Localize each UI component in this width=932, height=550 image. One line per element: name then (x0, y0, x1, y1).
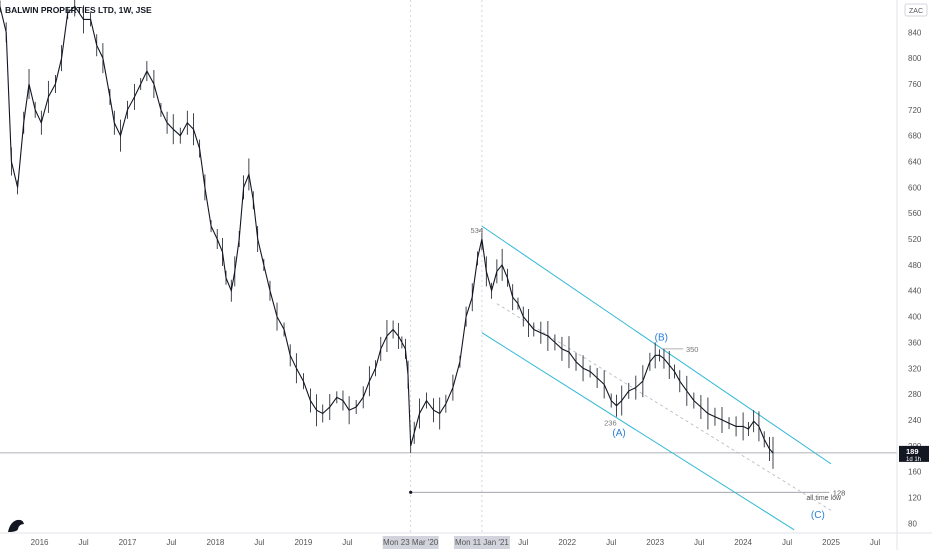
price-tick-label: 160 (908, 468, 922, 477)
last-price-value: 189 (906, 447, 919, 456)
time-tick-label: Jul (870, 538, 880, 547)
tradingview-logo[interactable] (8, 519, 24, 532)
time-tick-label: Jul (78, 538, 88, 547)
time-tick-label: Jul (606, 538, 616, 547)
price-tick-label: 680 (908, 132, 922, 141)
price-tick-label: 480 (908, 261, 922, 270)
price-tick-label: 800 (908, 54, 922, 63)
price-tick-label: 120 (908, 493, 922, 502)
currency-label: ZAC (909, 8, 923, 15)
wave-label: (C) (811, 510, 825, 521)
price-tick-label: 320 (908, 364, 922, 373)
price-annotation: 350 (686, 345, 699, 354)
price-tick-label: 520 (908, 235, 922, 244)
annotation-note: all time low (806, 495, 842, 502)
time-axis[interactable]: 2016 Jul 2017 Jul 2018 Jul 2019 Jul Mon 23 Mar '… (0, 532, 932, 549)
price-tick-label: 280 (908, 390, 922, 399)
time-tick-label: Jul (254, 538, 264, 547)
price-tick-label: 560 (908, 209, 922, 218)
time-tick-label: Jul (782, 538, 792, 547)
tradingview-logo-icon (8, 519, 24, 532)
time-tick-label: 2023 (646, 538, 664, 547)
currency-badge[interactable] (904, 3, 928, 17)
bar-countdown: 1d 1h (906, 457, 921, 463)
time-tick-label: 2017 (119, 538, 137, 547)
annotations: 534 (B) 350 236(A) all time low (C) (470, 226, 842, 521)
vertical-gridlines (410, 0, 483, 533)
price-tick-label: 600 (908, 183, 922, 192)
trend-channel (481, 225, 832, 531)
price-series (0, 0, 774, 469)
price-tick-label: 240 (908, 416, 922, 425)
price-tick-label: 760 (908, 80, 922, 89)
price-tick-label: 440 (908, 287, 922, 296)
all-time-low-value: 128 (833, 488, 846, 497)
last-price-badge (899, 445, 929, 462)
time-tick-label: Mon 11 Jan '21 (455, 538, 509, 547)
price-line (0, 5, 774, 454)
time-tick-highlight (382, 536, 439, 549)
time-tick-highlight (453, 536, 510, 549)
wave-label: (B) (655, 332, 668, 343)
all-time-low-marker (409, 490, 413, 494)
price-tick-label: 360 (908, 338, 922, 347)
time-tick-label: 2024 (734, 538, 752, 547)
time-tick-label: Mon 23 Mar '20 (383, 538, 439, 547)
time-tick-label: 2022 (558, 538, 576, 547)
time-tick-label: Jul (518, 538, 528, 547)
time-tick-label: 2025 (822, 538, 840, 547)
time-tick-label: Jul (166, 538, 176, 547)
price-tick-label: 80 (908, 519, 917, 528)
time-tick-label: Jul (342, 538, 352, 547)
time-tick-label: Jul (694, 538, 704, 547)
chart-title: BALWIN PROPERTIES LTD, 1W, JSE (5, 5, 152, 15)
channel-lower-line (481, 332, 795, 531)
price-tick-label: 640 (908, 158, 922, 167)
wave-label: (A) (612, 428, 625, 439)
price-tick-label: 720 (908, 106, 922, 115)
horizontal-lines: 128 (0, 452, 897, 497)
price-annotation: 236 (604, 419, 617, 428)
time-tick-label: 2019 (294, 538, 312, 547)
time-tick-label: 2016 (31, 538, 49, 547)
time-tick-label: 2018 (207, 538, 225, 547)
price-tick-label: 400 (908, 313, 922, 322)
price-tick-label: 840 (908, 28, 922, 37)
price-annotation: 534 (470, 226, 483, 235)
channel-upper-line (481, 225, 832, 465)
